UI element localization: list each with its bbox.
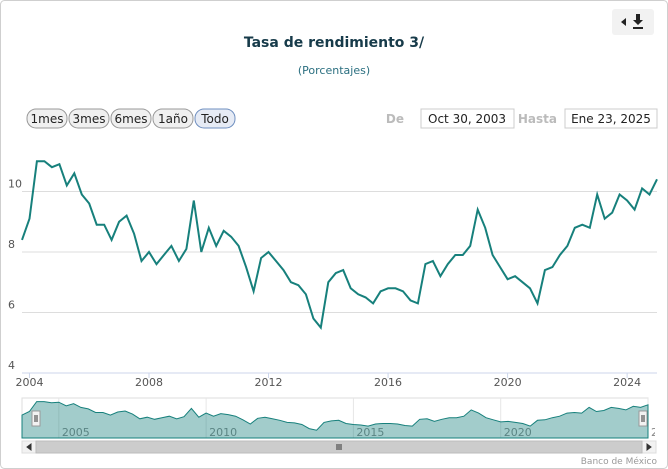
range-button[interactable]: [110, 108, 152, 129]
range-button[interactable]: [68, 108, 110, 129]
x-tick-label: 2008: [135, 376, 163, 389]
y-tick-label: 4: [8, 359, 15, 372]
x-tick-label: 2012: [255, 376, 283, 389]
export-icon: [621, 14, 643, 29]
range-button-label: 3mes: [73, 112, 106, 126]
export-button[interactable]: [612, 9, 654, 35]
navigator-handle[interactable]: [638, 410, 648, 427]
navigator-tick-label: 2005: [62, 426, 90, 439]
to-label: Hasta: [518, 112, 557, 126]
range-button-label: Todo: [200, 112, 229, 126]
from-date: Oct 30, 2003: [428, 112, 506, 126]
y-tick-label: 6: [8, 298, 15, 311]
chart-subtitle: (Porcentajes): [298, 64, 370, 77]
navigator-tick-label: 2020: [504, 426, 532, 439]
to-date: Ene 23, 2025: [571, 112, 651, 126]
range-button-label: 6mes: [115, 112, 148, 126]
chart-title: Tasa de rendimiento 3/: [244, 35, 425, 51]
x-tick-label: 2024: [613, 376, 641, 389]
range-button[interactable]: [194, 108, 236, 129]
credits: Banco de México: [581, 456, 658, 467]
navigator-area: [21, 401, 649, 439]
navigator-tick-label: 2015: [356, 426, 384, 439]
x-tick-label: 2004: [15, 376, 43, 389]
y-tick-label: 8: [8, 238, 15, 251]
navigator-handle[interactable]: [31, 410, 41, 427]
range-button[interactable]: [152, 108, 194, 129]
navigator-tick-label: 2025: [651, 426, 668, 439]
navigator-bg: [21, 397, 649, 439]
range-button[interactable]: [26, 108, 68, 129]
range-button-label: 1mes: [31, 112, 64, 126]
from-input[interactable]: [420, 108, 515, 129]
data-line: [21, 160, 658, 330]
x-tick-label: 2020: [494, 376, 522, 389]
to-input[interactable]: [564, 108, 658, 129]
from-label: De: [386, 112, 404, 126]
range-button-label: 1año: [158, 112, 188, 126]
handle-grip: [34, 415, 38, 422]
navigator-ticks: 2005 2010 2015 2020 2025: [58, 398, 668, 439]
scroll-arrows: [26, 443, 652, 451]
navigator-tick-label: 2010: [209, 426, 237, 439]
handle-grip: [641, 415, 645, 422]
x-tick-label: 2016: [374, 376, 402, 389]
y-tick-label: 10: [8, 177, 22, 190]
